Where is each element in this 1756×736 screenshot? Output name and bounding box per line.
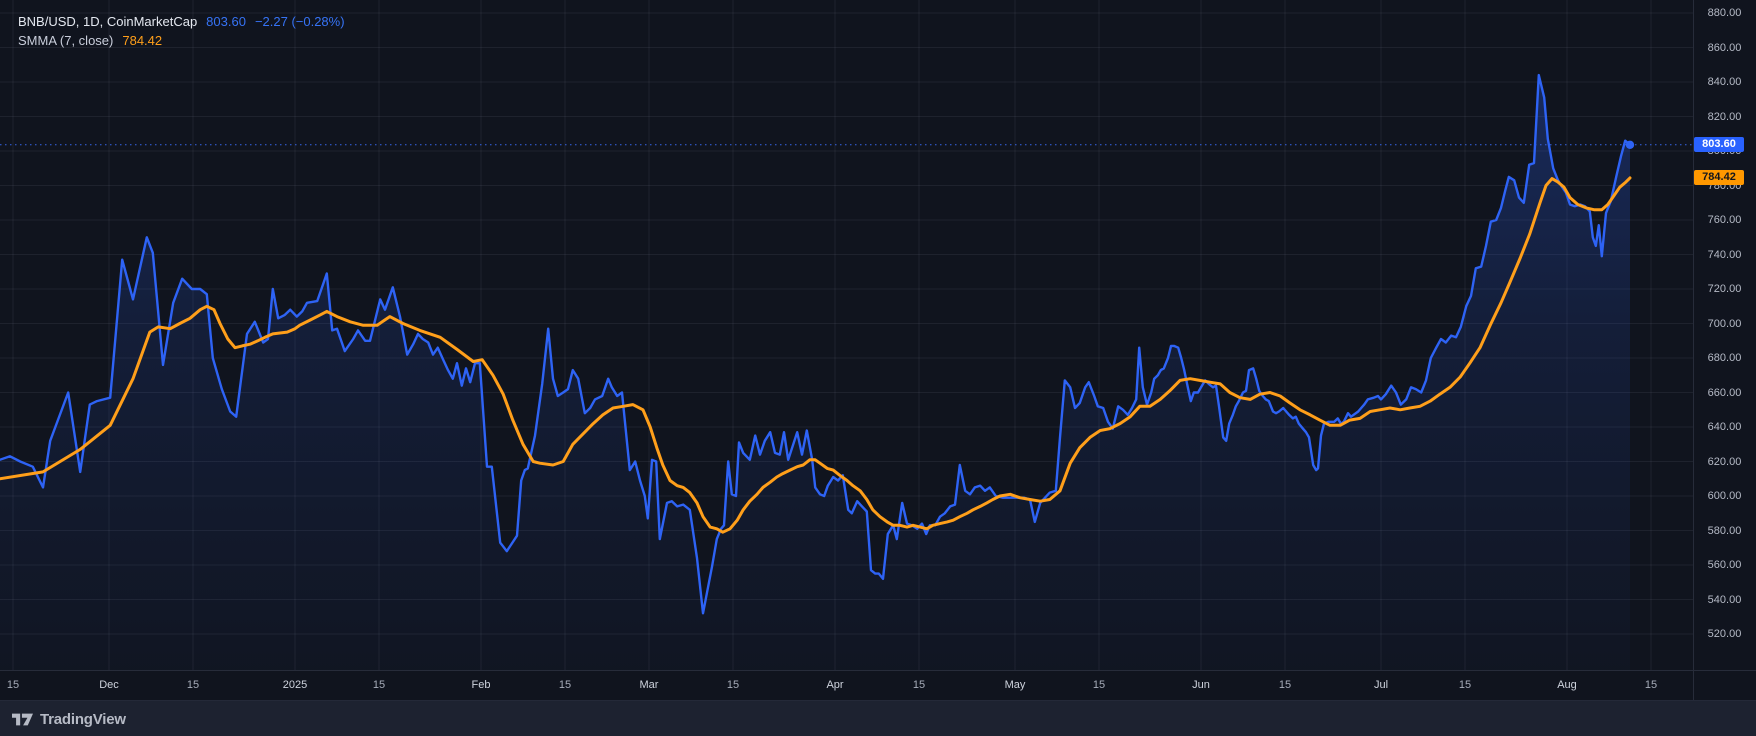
time-axis-label: 15: [1278, 679, 1292, 691]
last-price: 803.60: [206, 14, 246, 29]
time-axis-label: 15: [558, 679, 572, 691]
time-axis-label: Dec: [99, 679, 119, 691]
price-axis-label: 520.00: [1707, 628, 1742, 640]
price-axis-label: 860.00: [1707, 42, 1742, 54]
price-axis-label: 600.00: [1707, 490, 1742, 502]
time-axis-label: Apr: [826, 679, 844, 691]
legend-indicator-row: SMMA (7, close) 784.42: [18, 31, 345, 50]
time-axis[interactable]: 15 Dec 15 2025 15 Feb 15 Mar 15 Apr 15 May 15 Jun 15 Ju…: [0, 670, 1756, 701]
axis-separator: [1693, 0, 1694, 700]
price-chart-canvas[interactable]: [0, 0, 1693, 670]
time-axis-label: Jul: [1373, 679, 1389, 691]
attribution-bar: TradingView: [0, 700, 1756, 736]
price-axis-label: 880.00: [1707, 7, 1742, 19]
price-change: −2.27 (−0.28%): [254, 14, 345, 29]
price-axis-label: 760.00: [1707, 214, 1742, 226]
indicator-title[interactable]: SMMA (7, close): [18, 33, 114, 48]
indicator-value: 784.42: [122, 33, 163, 48]
price-axis-label: 560.00: [1707, 559, 1742, 571]
time-axis-label: 15: [1644, 679, 1658, 691]
price-axis-label: 620.00: [1707, 456, 1742, 468]
price-axis-label: 720.00: [1707, 283, 1742, 295]
price-axis-label: 700.00: [1707, 318, 1742, 330]
time-axis-label: Aug: [1557, 679, 1577, 691]
price-axis-label: 580.00: [1707, 525, 1742, 537]
price-axis-label: 840.00: [1707, 76, 1742, 88]
time-axis-label: 15: [6, 679, 20, 691]
area-fill: [0, 75, 1630, 670]
price-line: [0, 73, 1632, 615]
price-axis-label: 680.00: [1707, 352, 1742, 364]
tradingview-logo[interactable]: TradingView: [12, 701, 126, 736]
time-axis-label: 15: [186, 679, 200, 691]
price-badge: 784.42: [1694, 170, 1744, 185]
time-axis-label: 15: [372, 679, 386, 691]
tradingview-icon: [12, 713, 33, 725]
tradingview-wordmark: TradingView: [40, 710, 126, 728]
price-axis-label: 540.00: [1707, 594, 1742, 606]
time-axis-label: May: [1004, 679, 1026, 691]
time-axis-label: 15: [1458, 679, 1472, 691]
price-axis-label: 820.00: [1707, 111, 1742, 123]
price-badge: 803.60: [1694, 137, 1744, 152]
time-axis-label: 15: [726, 679, 740, 691]
last-point-dot: [1625, 140, 1635, 149]
time-axis-label: Mar: [639, 679, 659, 691]
time-axis-label: Feb: [471, 679, 491, 691]
time-axis-label: 2025: [282, 679, 308, 691]
price-axis[interactable]: 880.00860.00840.00820.00800.00780.00760.…: [1693, 0, 1756, 670]
legend-symbol-row: BNB/USD, 1D, CoinMarketCap 803.60 −2.27 (−…: [18, 12, 345, 31]
price-axis-label: 660.00: [1707, 387, 1742, 399]
time-axis-label: Jun: [1192, 679, 1210, 691]
symbol-title[interactable]: BNB/USD, 1D, CoinMarketCap: [18, 14, 198, 29]
time-axis-label: 15: [912, 679, 926, 691]
time-axis-label: 15: [1092, 679, 1106, 691]
price-axis-label: 640.00: [1707, 421, 1742, 433]
price-axis-label: 740.00: [1707, 249, 1742, 261]
smma-line: [0, 176, 1632, 534]
chart-legend: BNB/USD, 1D, CoinMarketCap 803.60 −2.27 (−…: [18, 12, 345, 50]
